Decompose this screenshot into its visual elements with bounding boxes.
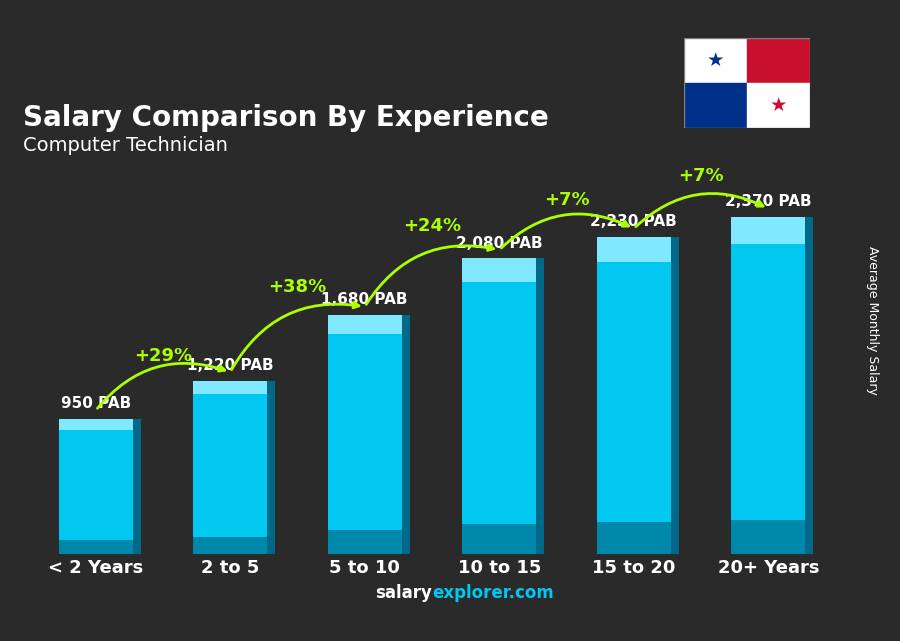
Polygon shape: [132, 419, 140, 554]
Bar: [463, 258, 536, 282]
Bar: [684, 38, 747, 83]
Text: explorer.com: explorer.com: [432, 584, 554, 602]
Bar: [58, 419, 132, 429]
Bar: [747, 38, 810, 83]
Text: ★: ★: [706, 51, 724, 71]
Bar: [732, 217, 806, 244]
Bar: [597, 237, 670, 262]
Polygon shape: [670, 237, 679, 554]
Polygon shape: [267, 381, 275, 554]
Text: 2,080 PAB: 2,080 PAB: [456, 236, 543, 251]
Text: 950 PAB: 950 PAB: [60, 396, 130, 411]
Bar: [328, 315, 401, 335]
Bar: [328, 530, 401, 554]
Bar: [328, 315, 401, 554]
Text: 1,680 PAB: 1,680 PAB: [321, 292, 408, 308]
Text: salary: salary: [375, 584, 432, 602]
Bar: [732, 217, 806, 554]
Text: ★: ★: [770, 96, 788, 115]
Bar: [58, 419, 132, 554]
Text: +24%: +24%: [403, 217, 461, 235]
Bar: [194, 537, 267, 554]
Bar: [463, 258, 536, 554]
Text: +38%: +38%: [268, 278, 327, 296]
Polygon shape: [536, 258, 544, 554]
Text: +29%: +29%: [134, 347, 192, 365]
Text: +7%: +7%: [544, 191, 590, 209]
Text: Computer Technician: Computer Technician: [23, 136, 229, 155]
Bar: [597, 522, 670, 554]
Bar: [194, 381, 267, 394]
Polygon shape: [401, 315, 410, 554]
Text: Salary Comparison By Experience: Salary Comparison By Experience: [23, 104, 549, 132]
Text: 1,220 PAB: 1,220 PAB: [187, 358, 274, 373]
Polygon shape: [806, 217, 814, 554]
Bar: [732, 520, 806, 554]
Bar: [194, 381, 267, 554]
Text: Average Monthly Salary: Average Monthly Salary: [867, 246, 879, 395]
Text: 2,230 PAB: 2,230 PAB: [590, 214, 677, 229]
Bar: [597, 237, 670, 554]
Text: 2,370 PAB: 2,370 PAB: [725, 194, 812, 210]
Bar: [747, 83, 810, 128]
Bar: [463, 524, 536, 554]
Bar: [58, 540, 132, 554]
Bar: [684, 83, 747, 128]
Text: +7%: +7%: [679, 167, 724, 185]
